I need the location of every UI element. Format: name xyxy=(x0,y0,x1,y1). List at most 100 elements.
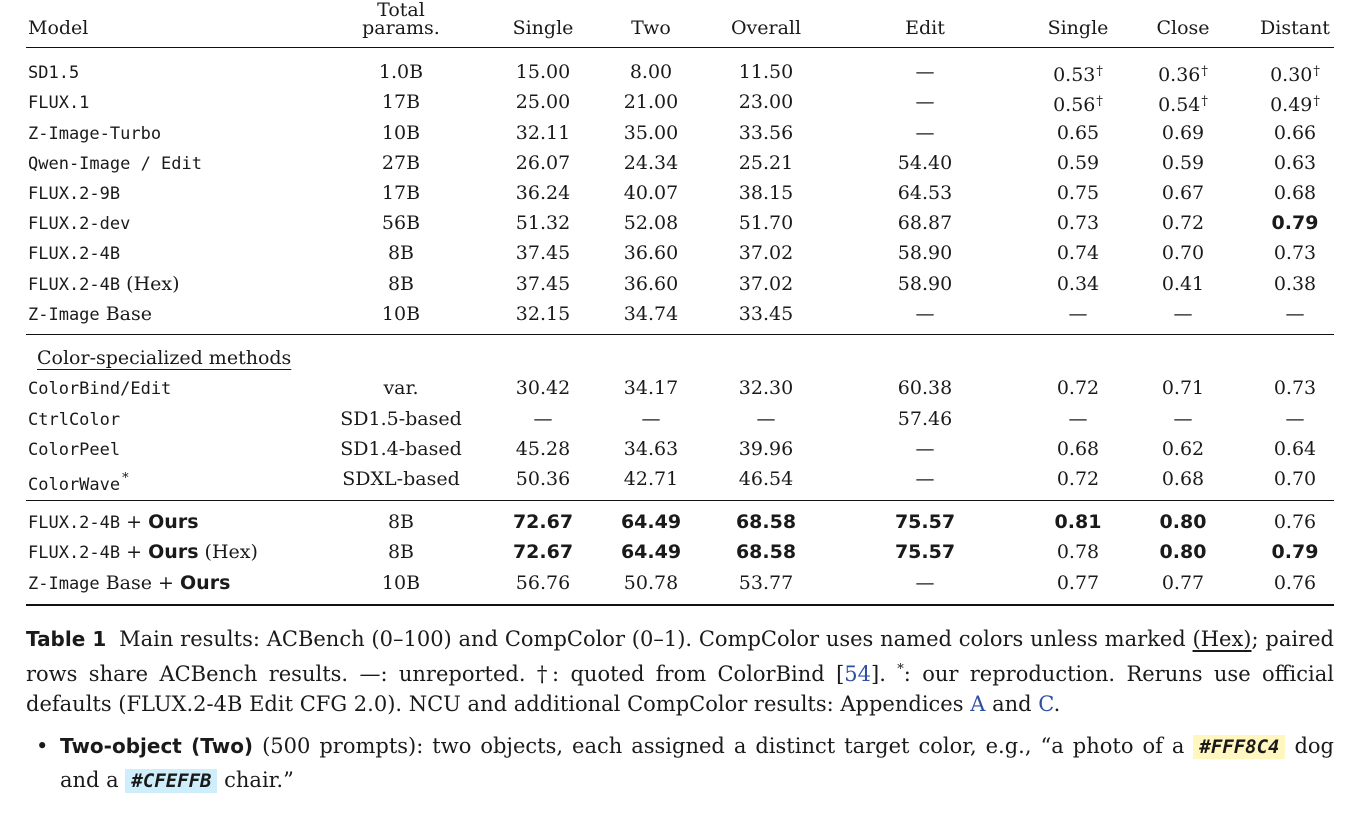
caption-text: . xyxy=(1053,692,1061,716)
overall-cell: — xyxy=(756,408,776,430)
close-cell: 0.68 xyxy=(1161,468,1205,490)
params-cell: 17B xyxy=(381,91,421,113)
overall-cell: 33.45 xyxy=(738,303,794,325)
table-row: Z-Image-Turbo 10B 32.11 35.00 33.56 — 0.… xyxy=(26,118,1334,148)
cc-single-cell: 0.34 xyxy=(1056,273,1100,295)
single-cell: 32.15 xyxy=(515,303,571,325)
params-cell: 8B xyxy=(387,511,415,533)
two-cell: 36.60 xyxy=(623,242,679,264)
table-row: ColorBind/Edit var. 30.42 34.17 32.30 60… xyxy=(26,373,1334,403)
model-name: SD1.5 xyxy=(28,63,80,83)
table-row: FLUX.2-4B + Ours 8B 72.67 64.49 68.58 75… xyxy=(26,507,1334,537)
single-cell: 56.76 xyxy=(515,572,571,594)
table-row: ColorWave * SDXL-based 50.36 42.71 46.54 … xyxy=(26,464,1334,495)
params-cell: 8B xyxy=(387,242,415,264)
table-row: FLUX.2-4B + Ours (Hex) 8B 72.67 64.49 68… xyxy=(26,537,1334,567)
overall-cell: 11.50 xyxy=(738,61,794,83)
close-cell: 0.54† xyxy=(1158,94,1208,116)
params-cell: 27B xyxy=(381,152,421,174)
two-cell-best: 64.49 xyxy=(620,541,682,563)
distant-cell: 0.76 xyxy=(1273,511,1317,533)
two-cell: 34.74 xyxy=(623,303,679,325)
table-row: Z-Image Base + Ours 10B 56.76 50.78 53.7… xyxy=(26,568,1334,598)
table-row: CtrlColor SD1.5-based — — — 57.46 — — — xyxy=(26,404,1334,434)
params-cell: SD1.4-based xyxy=(340,438,462,460)
plus-sign: + xyxy=(158,572,174,594)
ours-label: Ours xyxy=(180,572,231,594)
section-label: Color-specialized methods xyxy=(37,347,292,369)
distant-cell-best: 0.79 xyxy=(1271,541,1319,563)
appendix-c-link[interactable]: C xyxy=(1038,692,1054,716)
bullet-text: (500 prompts): two objects, each assigne… xyxy=(262,734,1185,758)
single-cell: 45.28 xyxy=(515,438,571,460)
single-cell: 26.07 xyxy=(515,152,571,174)
overall-cell: 23.00 xyxy=(738,91,794,113)
close-cell: — xyxy=(1173,408,1193,430)
dagger-mark: † xyxy=(1313,94,1320,109)
two-cell: 24.34 xyxy=(623,152,679,174)
bottom-rule xyxy=(26,604,1334,606)
edit-cell-best: 75.57 xyxy=(894,541,956,563)
cc-single-cell: 0.72 xyxy=(1056,377,1100,399)
close-cell: 0.72 xyxy=(1161,212,1205,234)
two-cell: 42.71 xyxy=(623,468,679,490)
two-cell: — xyxy=(641,408,661,430)
table-row: ColorPeel SD1.4-based 45.28 34.63 39.96 … xyxy=(26,434,1334,464)
edit-cell: 54.40 xyxy=(897,152,953,174)
single-cell: 25.00 xyxy=(515,91,571,113)
appendix-a-link[interactable]: A xyxy=(970,692,986,716)
header-params-line2: params. xyxy=(362,17,440,39)
plus-sign: + xyxy=(126,511,143,533)
header-params-line1: Total xyxy=(377,0,425,21)
params-cell: 10B xyxy=(381,572,421,594)
caption-text: and xyxy=(992,692,1032,716)
edit-cell: — xyxy=(915,572,935,594)
dagger-mark: † xyxy=(1096,94,1103,109)
model-name: FLUX.2-4B xyxy=(28,513,121,533)
ours-label: Ours xyxy=(148,541,199,563)
edit-cell: 57.46 xyxy=(897,408,953,430)
table-row: FLUX.2-9B 17B 36.24 40.07 38.15 64.53 0.… xyxy=(26,178,1334,208)
edit-cell: — xyxy=(915,438,935,460)
color-swatch-yellow: #FFF8C4 xyxy=(1193,735,1286,759)
single-cell: 37.45 xyxy=(515,242,571,264)
two-cell: 52.08 xyxy=(623,212,679,234)
cc-single-cell: 0.73 xyxy=(1056,212,1100,234)
overall-cell: 39.96 xyxy=(738,438,794,460)
citation-link[interactable]: 54 xyxy=(844,661,872,686)
table-row: Qwen-Image / Edit 27B 26.07 24.34 25.21 … xyxy=(26,148,1334,178)
single-cell: 51.32 xyxy=(515,212,571,234)
close-cell: 0.77 xyxy=(1161,572,1205,594)
overall-cell-best: 68.58 xyxy=(735,541,797,563)
cc-single-cell: 0.72 xyxy=(1056,468,1100,490)
two-cell: 34.63 xyxy=(623,438,679,460)
overall-cell: 53.77 xyxy=(738,572,794,594)
two-cell: 21.00 xyxy=(623,91,679,113)
model-name: ColorBind/Edit xyxy=(28,379,172,399)
overall-cell: 38.15 xyxy=(738,182,794,204)
single-cell: 37.45 xyxy=(515,273,571,295)
params-cell: 10B xyxy=(381,122,421,144)
plus-sign: + xyxy=(126,541,143,563)
table-row: Z-Image Base 10B 32.15 34.74 33.45 — — —… xyxy=(26,299,1334,329)
params-cell: 1.0B xyxy=(378,61,424,83)
model-name: FLUX.2-9B xyxy=(28,184,121,204)
edit-cell: 58.90 xyxy=(897,273,953,295)
cc-single-cell: 0.56† xyxy=(1053,94,1103,116)
cc-single-cell: — xyxy=(1068,408,1088,430)
header-close: Close xyxy=(1156,17,1210,39)
bullet-dot-icon: • xyxy=(36,734,49,758)
edit-cell: — xyxy=(915,468,935,490)
close-cell: 0.71 xyxy=(1161,377,1205,399)
overall-cell: 33.56 xyxy=(738,122,794,144)
cc-single-cell: 0.75 xyxy=(1056,182,1100,204)
distant-cell: 0.30† xyxy=(1270,64,1320,86)
cc-single-cell: 0.78 xyxy=(1056,541,1100,563)
caption-text: : our reproduction. Reruns use official … xyxy=(26,661,1334,717)
model-name: FLUX.2-4B xyxy=(28,244,121,264)
cc-single-cell: 0.77 xyxy=(1056,572,1100,594)
cc-single-cell: 0.68 xyxy=(1056,438,1100,460)
distant-cell: — xyxy=(1285,408,1305,430)
params-cell: 56B xyxy=(381,212,421,234)
edit-cell: 58.90 xyxy=(897,242,953,264)
